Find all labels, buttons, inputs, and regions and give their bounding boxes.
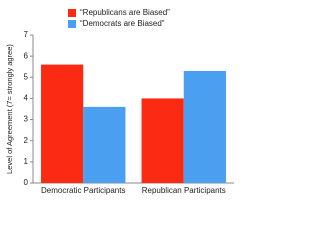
- legend-label: “Republicans are Biased”: [80, 8, 170, 17]
- y-tick-label: 5: [24, 72, 29, 81]
- x-tick-label: Democratic Participants: [41, 186, 125, 195]
- y-axis-label: Level of Agreement (7= strongly agree): [5, 44, 14, 174]
- y-tick-label: 7: [24, 30, 29, 39]
- bar: [41, 64, 84, 183]
- y-tick-label: 3: [24, 115, 29, 124]
- legend-swatch: [68, 20, 76, 28]
- y-tick-label: 2: [24, 136, 29, 145]
- legend-label: “Democrats are Biased”: [80, 19, 165, 28]
- y-tick-label: 0: [24, 178, 29, 187]
- bar: [141, 98, 184, 183]
- chart: Level of Agreement (7= strongly agree) 0…: [5, 8, 234, 195]
- legend-swatch: [68, 9, 76, 17]
- y-tick-label: 6: [24, 51, 29, 60]
- x-tick-label: Republican Participants: [142, 186, 226, 195]
- y-tick-label: 1: [24, 157, 29, 166]
- bar: [83, 106, 126, 183]
- y-tick-label: 4: [24, 94, 29, 103]
- bar: [183, 70, 226, 183]
